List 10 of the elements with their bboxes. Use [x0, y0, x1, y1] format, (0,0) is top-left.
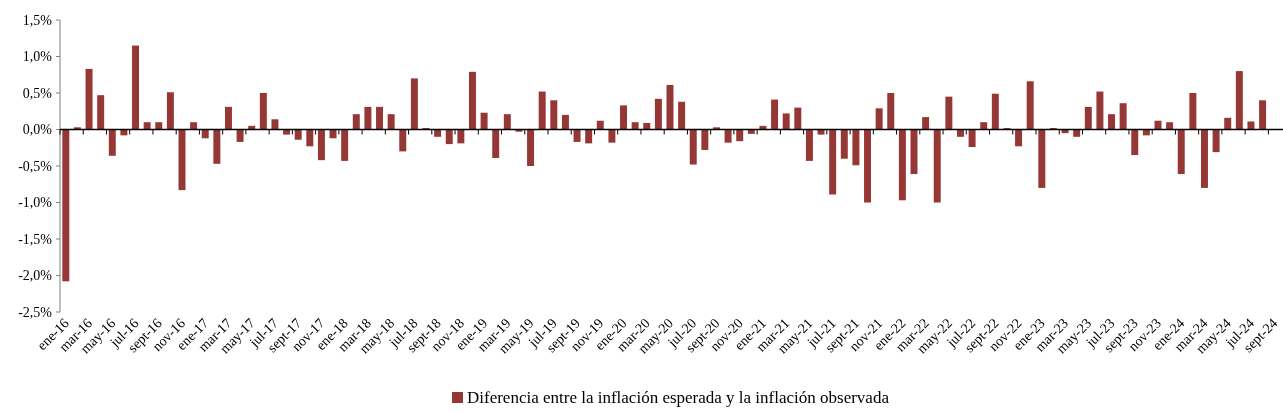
y-tick-label: 0,5% — [22, 85, 53, 101]
y-tick-label: -1,0% — [18, 195, 53, 211]
y-tick-label: 1,5% — [22, 12, 53, 28]
legend-label: Diferencia entre la inflación esperada y la inflación observada — [467, 388, 890, 407]
y-tick-label: -2,0% — [18, 268, 53, 284]
y-tick-label: -1,5% — [18, 231, 53, 247]
y-tick-label: -0,5% — [18, 158, 53, 174]
y-tick-label: 0,0% — [22, 122, 53, 138]
y-tick-label: -2,5% — [18, 304, 53, 320]
y-tick-label: 1,0% — [22, 49, 53, 65]
